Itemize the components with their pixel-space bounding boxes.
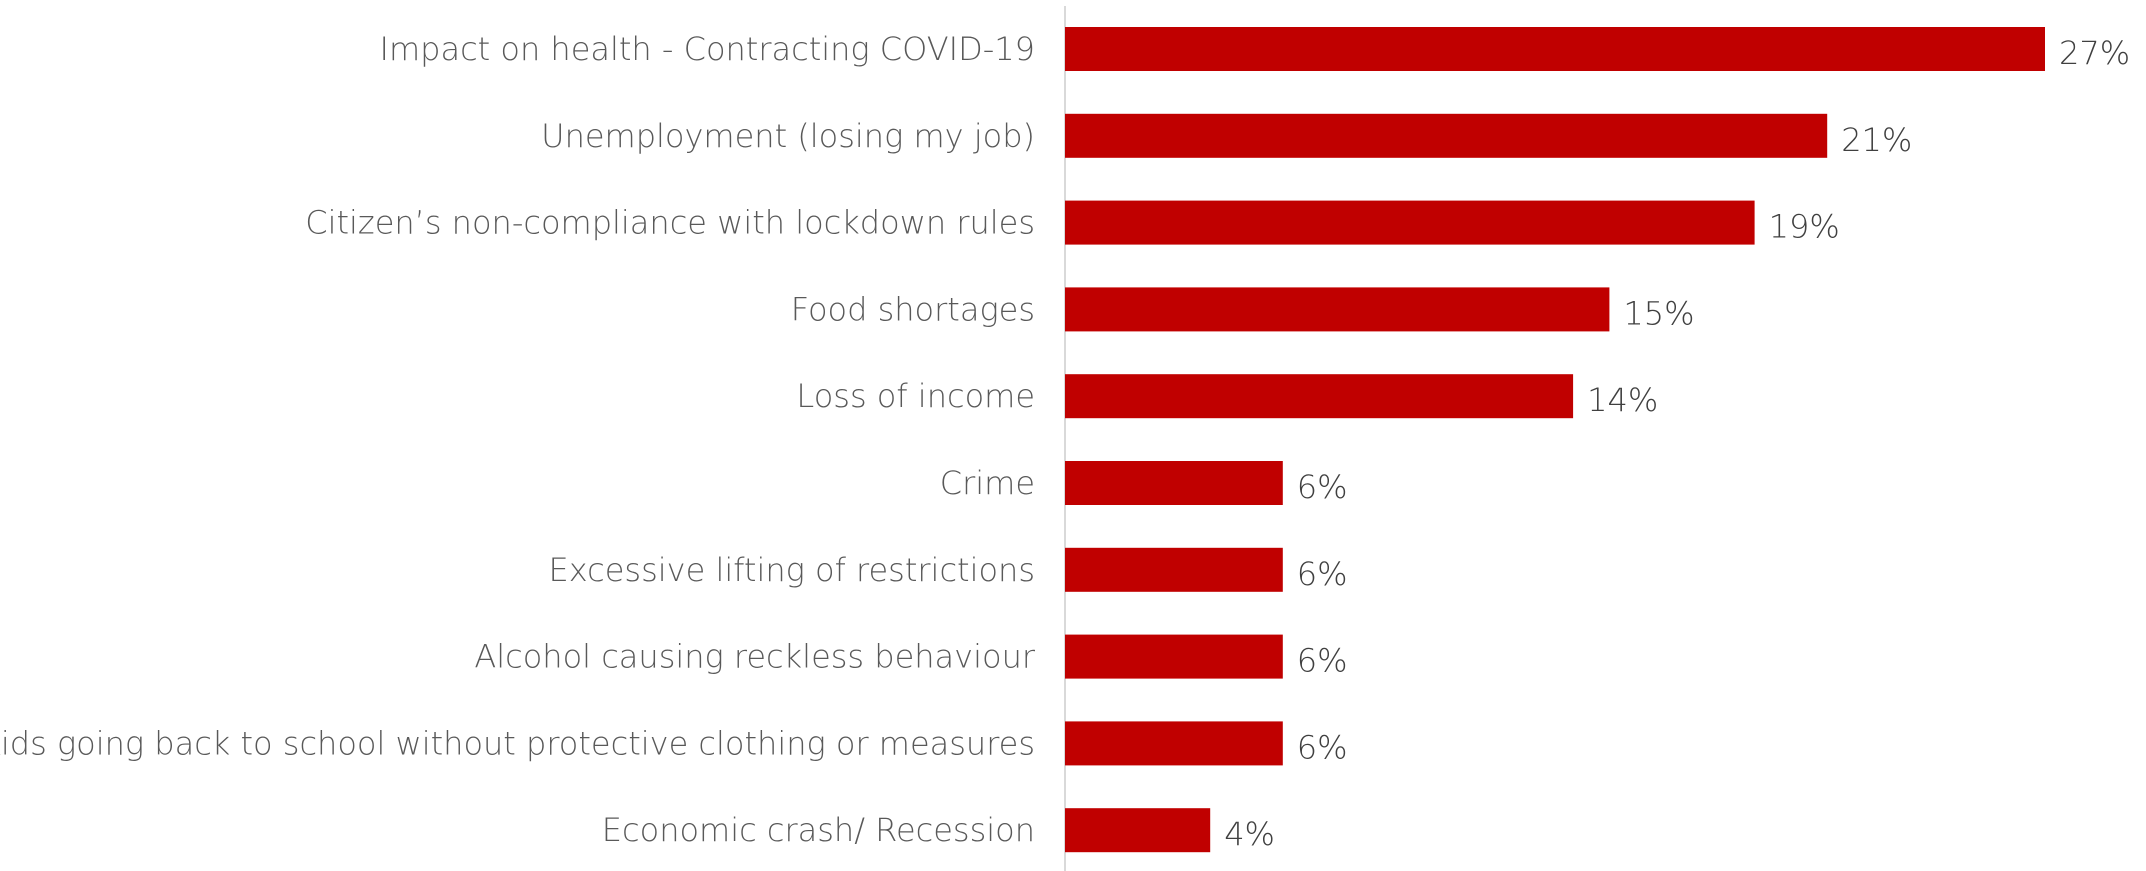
data-label-5: 14% (1587, 381, 1658, 419)
bar-10 (1065, 808, 1211, 853)
category-label-8: Alcohol causing reckless behaviour (474, 638, 1036, 676)
category-label-7: Excessive lifting of restrictions (549, 551, 1035, 589)
bar-1 (1065, 27, 2045, 71)
category-label-10: Economic crash/ Recession (602, 811, 1035, 849)
category-labels-layer: Impact on health - Contracting COVID-19 U… (0, 30, 1036, 849)
data-label-8: 6% (1297, 642, 1348, 680)
data-labels-layer: 27% 21% 19% 15% 14% 6% 6% 6% 6% 4% (1224, 34, 2130, 853)
category-label-6: Crime (940, 464, 1035, 502)
bar-2 (1065, 113, 1828, 158)
data-label-3: 19% (1769, 208, 1840, 246)
category-label-4: Food shortages (791, 290, 1035, 328)
bar-8 (1065, 634, 1283, 679)
data-label-4: 15% (1623, 294, 1694, 332)
bar-3 (1065, 200, 1755, 245)
category-label-9: Kids going back to school without protec… (0, 724, 1035, 762)
bar-7 (1065, 547, 1283, 592)
data-label-1: 27% (2059, 34, 2130, 72)
bar-5 (1065, 374, 1574, 419)
data-label-7: 6% (1297, 555, 1348, 593)
category-label-3: Citizen’s non-compliance with lockdown r… (305, 204, 1035, 242)
bars-layer (1065, 27, 2045, 853)
bar-6 (1065, 461, 1283, 505)
data-label-2: 21% (1841, 121, 1912, 159)
data-label-10: 4% (1224, 815, 1275, 853)
category-label-2: Unemployment (losing my job) (541, 117, 1035, 155)
bar-4 (1065, 287, 1610, 332)
bar-9 (1065, 721, 1283, 766)
category-label-1: Impact on health - Contracting COVID-19 (380, 30, 1035, 68)
data-label-6: 6% (1297, 468, 1348, 506)
category-label-5: Loss of income (796, 377, 1035, 415)
data-label-9: 6% (1297, 728, 1348, 766)
